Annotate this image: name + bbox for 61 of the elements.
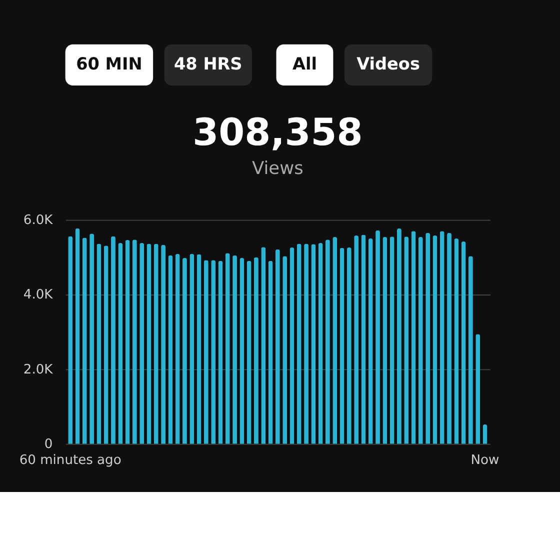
bar [432, 236, 438, 444]
bar [296, 244, 302, 444]
bar [204, 260, 208, 444]
bar [340, 248, 344, 444]
bar [440, 231, 444, 444]
bar [404, 236, 409, 444]
text: Videos [356, 54, 420, 74]
bar [140, 243, 144, 444]
text: 60 MIN [76, 54, 142, 74]
y-tick-label: 4.0K [23, 288, 54, 303]
x-tick-label: Now [470, 452, 500, 468]
y-tick-label: 0 [44, 437, 53, 452]
bar [454, 238, 459, 444]
chart-subtitle: Views [252, 159, 304, 180]
bar [154, 244, 158, 444]
bar [382, 237, 388, 444]
bar [361, 234, 366, 444]
bar [311, 244, 316, 444]
bar [196, 254, 202, 444]
y-tick-label: 2.0K [23, 362, 54, 378]
text: 48 HRS [174, 54, 242, 74]
bar [132, 240, 137, 444]
y-tick-label: 6.0K [23, 213, 54, 228]
bar [82, 238, 87, 444]
bar [118, 243, 123, 444]
bar [68, 236, 73, 444]
bar [90, 234, 94, 444]
bar [146, 244, 152, 444]
bar [318, 243, 323, 444]
bar [418, 237, 423, 444]
bar [218, 260, 223, 444]
bar [290, 247, 294, 444]
bar [96, 244, 102, 444]
bar [168, 255, 173, 444]
bar [468, 256, 473, 444]
bar [411, 231, 416, 444]
bar [396, 228, 402, 444]
x-tick-label: 60 minutes ago [19, 452, 122, 468]
bar [368, 238, 373, 444]
bar [75, 228, 80, 444]
bar [346, 247, 352, 444]
bar [104, 246, 108, 444]
bar [175, 254, 180, 444]
bar [332, 237, 338, 444]
bar [268, 260, 273, 444]
bar [390, 236, 394, 444]
bar [461, 242, 466, 444]
bar [246, 260, 252, 444]
bar [275, 249, 280, 444]
bar [225, 253, 230, 444]
bar [240, 258, 244, 444]
bar [325, 240, 330, 444]
bar [282, 256, 288, 444]
bar [211, 260, 216, 444]
text: All [292, 54, 317, 74]
bar [426, 232, 430, 444]
bar [125, 240, 130, 444]
bar [190, 254, 194, 444]
chart-title: 308,358 [192, 110, 363, 154]
bar [354, 236, 359, 444]
bar [261, 247, 266, 444]
